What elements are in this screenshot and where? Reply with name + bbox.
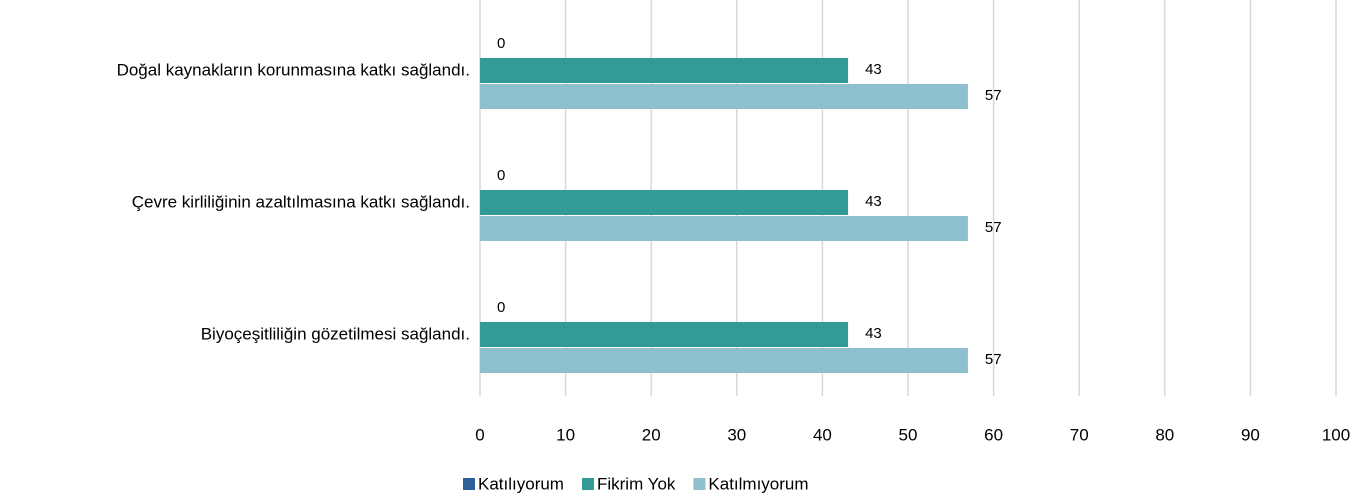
x-tick-label: 80 [1155,425,1174,444]
data-label: 0 [497,299,505,316]
x-tick-label: 0 [475,425,484,444]
bar [480,216,968,241]
x-tick-label: 70 [1070,425,1089,444]
bar [480,322,849,347]
legend-swatch [693,478,706,490]
legend-swatch [463,478,475,490]
data-label: 43 [865,61,882,78]
x-tick-label: 90 [1241,425,1260,444]
x-tick-label: 50 [899,425,918,444]
bar [480,348,968,373]
x-tick-label: 30 [727,425,746,444]
y-tick-label: Doğal kaynakların korunmasına katkı sağl… [117,60,470,79]
data-label: 0 [497,167,505,184]
x-tick-label: 10 [556,425,575,444]
data-label: 57 [985,351,1002,368]
x-tick-label: 40 [813,425,832,444]
legend-label: Katılmıyorum [708,474,808,493]
data-label: 0 [497,35,505,52]
y-tick-label: Biyoçeşitliliğin gözetilmesi sağlandı. [201,324,470,343]
bar [480,190,849,215]
data-label: 57 [985,219,1002,236]
bar [480,84,968,109]
legend-swatch [581,478,594,490]
y-tick-label: Çevre kirliliğinin azaltılmasına katkı s… [132,192,470,211]
data-label: 57 [985,87,1002,104]
legend-label: Fikrim Yok [597,474,676,493]
data-label: 43 [865,193,882,210]
bar [480,58,849,83]
x-tick-label: 100 [1322,425,1350,444]
x-tick-label: 60 [984,425,1003,444]
legend-label: Katılıyorum [478,474,564,493]
x-tick-label: 20 [642,425,661,444]
data-label: 43 [865,325,882,342]
